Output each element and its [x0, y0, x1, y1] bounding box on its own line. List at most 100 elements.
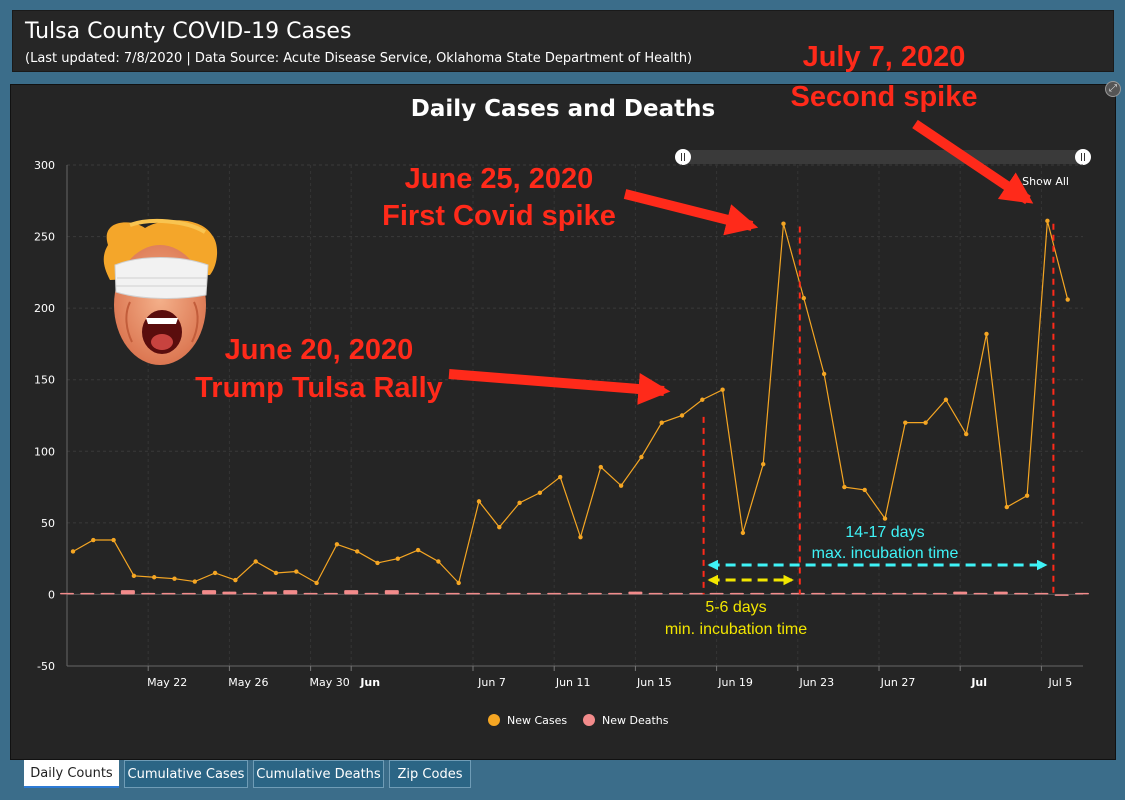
- death-bar: [405, 592, 420, 595]
- death-bar: [811, 592, 826, 595]
- death-bar: [912, 592, 927, 595]
- x-tick-label: Jun 7: [477, 676, 506, 689]
- max-incubation-days: 14-17 days: [845, 524, 924, 541]
- max-incubation-text: max. incubation time: [812, 545, 959, 562]
- min-incubation-days: 5-6 days: [705, 599, 766, 616]
- legend-item-new-deaths[interactable]: New Deaths: [583, 714, 669, 727]
- expand-icon[interactable]: ⤢: [1105, 81, 1121, 97]
- case-point: [639, 454, 644, 460]
- range-slider-track[interactable]: [683, 150, 1083, 164]
- case-point: [558, 474, 563, 480]
- x-tick-label: Jun: [359, 676, 380, 689]
- x-tick-label: May 22: [147, 676, 187, 689]
- case-point: [842, 484, 847, 490]
- spike2-arrow: [912, 119, 1034, 205]
- case-point: [456, 580, 461, 586]
- x-tick-label: Jun 23: [798, 676, 834, 689]
- caricature-illustration: [103, 219, 218, 365]
- death-bar: [872, 592, 886, 595]
- x-tick-label: Jul 5: [1048, 676, 1073, 689]
- deaths-series: [60, 590, 1089, 596]
- case-point: [172, 576, 177, 581]
- case-point: [700, 397, 705, 402]
- death-bar: [1075, 592, 1089, 595]
- chart-legend: New Cases New Deaths: [488, 714, 669, 727]
- death-bar: [851, 592, 866, 595]
- case-point: [334, 542, 340, 547]
- case-point: [578, 534, 583, 540]
- legend-item-new-cases[interactable]: New Cases: [488, 714, 567, 727]
- spike1-annotation: June 25, 2020 First Covid spike: [382, 163, 759, 236]
- death-bar: [100, 592, 115, 595]
- case-point: [436, 559, 441, 564]
- x-axis: May 22 May 26 May 30 Jun Jun 7 Jun 11 Jun 15 Ju…: [67, 665, 1083, 689]
- death-bar: [547, 592, 562, 595]
- death-bar: [932, 592, 947, 595]
- case-point: [476, 499, 482, 504]
- case-point: [111, 537, 116, 543]
- case-point: [943, 397, 949, 402]
- case-point: [1065, 297, 1070, 302]
- death-bar: [283, 590, 298, 595]
- case-point: [497, 524, 502, 530]
- rally-text: Trump Tulsa Rally: [195, 372, 443, 404]
- min-incubation-annotation: 5-6 days min. incubation time: [665, 599, 807, 638]
- case-point: [740, 530, 746, 536]
- death-bar: [425, 592, 440, 595]
- spike2-annotation: July 7, 2020 Second spike: [791, 41, 1034, 205]
- tab-daily-counts[interactable]: Daily Counts: [24, 760, 119, 788]
- case-point: [598, 464, 603, 470]
- tab-cumulative-deaths[interactable]: Cumulative Deaths: [253, 760, 384, 788]
- case-point: [253, 559, 258, 564]
- y-tick-label: 50: [41, 517, 55, 530]
- legend-label-new-deaths: New Deaths: [602, 714, 669, 727]
- case-point: [415, 547, 421, 553]
- death-bar: [526, 592, 541, 595]
- death-bar: [628, 591, 643, 595]
- cases-series: [70, 218, 1070, 586]
- y-tick-label: 200: [34, 302, 55, 315]
- case-point: [152, 575, 157, 580]
- case-point: [314, 580, 319, 586]
- death-bar: [729, 592, 744, 595]
- death-bar: [790, 592, 805, 595]
- range-slider-left-handle[interactable]: [675, 149, 691, 165]
- tab-cumulative-cases[interactable]: Cumulative Cases: [124, 760, 248, 788]
- case-point: [1024, 493, 1030, 498]
- dashboard-subtitle: (Last updated: 7/8/2020 | Data Source: A…: [25, 51, 693, 66]
- death-bar: [689, 592, 704, 595]
- case-point: [537, 490, 543, 495]
- death-bar: [242, 592, 257, 595]
- dashboard-title: Tulsa County COVID-19 Cases: [25, 19, 352, 44]
- death-bar: [648, 592, 663, 595]
- case-point: [923, 420, 928, 425]
- chart-panel: [10, 84, 1116, 760]
- y-tick-label: 0: [48, 588, 55, 601]
- x-tick-label: Jun 11: [555, 676, 591, 689]
- range-slider-right-handle[interactable]: [1075, 149, 1091, 165]
- x-tick-label: May 30: [309, 676, 349, 689]
- death-bar: [222, 591, 237, 595]
- case-point: [781, 221, 786, 226]
- tab-zip-codes[interactable]: Zip Codes: [389, 760, 471, 788]
- death-bar: [486, 592, 501, 595]
- spike2-text: Second spike: [791, 81, 978, 113]
- case-point: [801, 295, 806, 301]
- death-bar: [384, 590, 399, 595]
- case-point: [212, 570, 218, 576]
- death-bar: [181, 592, 196, 595]
- case-point: [882, 516, 888, 521]
- y-tick-label: 300: [34, 159, 55, 172]
- case-point: [821, 371, 827, 377]
- show-all-button[interactable]: Show All: [1022, 175, 1069, 188]
- spike1-arrow: [623, 189, 759, 236]
- death-bar: [445, 592, 460, 595]
- death-bar: [323, 592, 338, 595]
- death-bar: [263, 591, 277, 595]
- case-point: [294, 569, 299, 574]
- case-point: [720, 387, 725, 392]
- death-bar: [709, 592, 724, 595]
- case-point: [517, 500, 522, 506]
- y-axis: -50 0 50 100 150 200 250 300: [34, 159, 68, 673]
- spike2-date: July 7, 2020: [803, 41, 966, 73]
